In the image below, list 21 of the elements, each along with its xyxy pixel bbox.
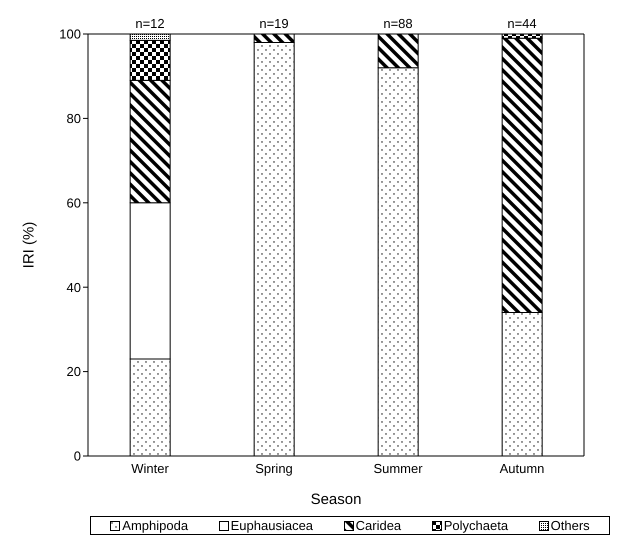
legend-label: Caridea (354, 518, 402, 533)
y-tick-label: 80 (66, 111, 81, 126)
legend-label: Euphausiacea (230, 518, 314, 533)
legend-label: Others (550, 518, 590, 533)
y-tick-label: 40 (66, 280, 81, 295)
y-tick-label: 100 (59, 26, 81, 42)
y-tick-label: 60 (66, 195, 81, 210)
x-tick-label: Autumn (500, 461, 544, 476)
legend-label: Amphipoda (121, 518, 188, 533)
x-tick-label: Spring (255, 461, 293, 476)
x-axis-title: Season (310, 491, 362, 508)
annotation: n=12 (135, 16, 165, 31)
y-tick-label: 0 (74, 448, 81, 464)
y-axis-title: IRI (%) (20, 222, 38, 268)
x-tick-label: Summer (373, 461, 424, 476)
x-tick-label: Winter (131, 461, 170, 476)
annotation: n=44 (507, 16, 537, 31)
y-tick-label: 20 (66, 364, 81, 380)
annotation: n=88 (383, 16, 413, 31)
annotation: n=19 (259, 16, 289, 31)
legend-label: Polychaeta (442, 518, 508, 533)
